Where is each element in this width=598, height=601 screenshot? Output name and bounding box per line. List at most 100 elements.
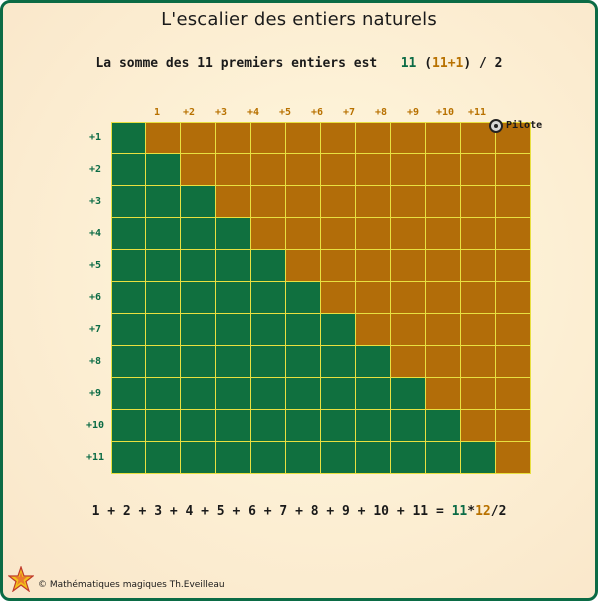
grid-cell — [146, 314, 181, 346]
column-label: +10 — [435, 107, 455, 118]
grid-cell — [111, 410, 146, 442]
formula-times: * — [467, 504, 476, 519]
grid-cell — [496, 282, 531, 314]
grid-cell — [181, 314, 216, 346]
grid-cell — [146, 250, 181, 282]
grid-cell — [181, 122, 216, 154]
grid-cell — [426, 314, 461, 346]
grid-cell — [391, 410, 426, 442]
grid-cell — [251, 218, 286, 250]
grid-cell — [321, 282, 356, 314]
grid-cell — [321, 314, 356, 346]
grid-cell — [461, 378, 496, 410]
grid-cell — [321, 218, 356, 250]
grid-cell — [251, 154, 286, 186]
grid-cell — [251, 410, 286, 442]
grid-cell — [356, 154, 391, 186]
grid-cell — [286, 122, 321, 154]
grid-cell — [286, 282, 321, 314]
grid-cell — [146, 410, 181, 442]
grid-cell — [286, 378, 321, 410]
copyright-text: © Mathématiques magiques Th.Eveilleau — [38, 580, 225, 590]
row-label: +4 — [88, 228, 102, 239]
formula-terms: 1 + 2 + 3 + 4 + 5 + 6 + 7 + 8 + 9 + 10 +… — [91, 504, 444, 519]
grid-cell — [111, 250, 146, 282]
column-label: 1 — [153, 107, 161, 118]
column-label: +3 — [214, 107, 228, 118]
grid-cell — [111, 442, 146, 474]
grid-cell — [461, 186, 496, 218]
grid-cell — [181, 282, 216, 314]
grid-cell — [461, 410, 496, 442]
grid-cell — [391, 218, 426, 250]
grid-cell — [111, 346, 146, 378]
grid-cell — [496, 378, 531, 410]
grid-cell — [111, 378, 146, 410]
sum-statement: La somme des 11 premiers entiers est 11 … — [3, 56, 595, 71]
grid-cell — [251, 282, 286, 314]
grid-cell — [461, 282, 496, 314]
grid-cell — [461, 154, 496, 186]
column-label: +11 — [467, 107, 487, 118]
grid-cell — [286, 314, 321, 346]
grid-cell — [286, 218, 321, 250]
grid-cell — [426, 122, 461, 154]
row-label: +10 — [85, 420, 105, 431]
row-label: +1 — [88, 132, 102, 143]
grid-cell — [321, 442, 356, 474]
grid-cell — [286, 154, 321, 186]
pilote-radio-icon[interactable] — [489, 119, 503, 133]
grid-cell — [391, 122, 426, 154]
grid-cell — [146, 378, 181, 410]
grid-cell — [461, 442, 496, 474]
grid-cell — [181, 378, 216, 410]
grid-cell — [286, 410, 321, 442]
row-label: +5 — [88, 260, 102, 271]
column-label: +4 — [246, 107, 260, 118]
grid-cell — [111, 122, 146, 154]
sum-prefix: La somme des 11 premiers entiers est — [95, 56, 378, 71]
row-label: +7 — [88, 324, 102, 335]
page-title: L'escalier des entiers naturels — [161, 9, 437, 30]
grid-cell — [496, 186, 531, 218]
grid-cell — [356, 282, 391, 314]
grid-cell — [356, 442, 391, 474]
column-label: +8 — [374, 107, 388, 118]
column-label: +6 — [310, 107, 324, 118]
grid-cell — [286, 346, 321, 378]
column-label: +5 — [278, 107, 292, 118]
grid-cell — [496, 410, 531, 442]
grid-cell — [251, 442, 286, 474]
sum-n-plus-one: 11+1 — [432, 56, 464, 71]
grid-cell — [146, 154, 181, 186]
grid-cell — [426, 186, 461, 218]
grid-cell — [146, 218, 181, 250]
grid-cell — [496, 250, 531, 282]
grid-cell — [356, 218, 391, 250]
grid-cell — [251, 186, 286, 218]
grid-cell — [251, 346, 286, 378]
row-label: +2 — [88, 164, 102, 175]
grid-cell — [146, 186, 181, 218]
grid-cell — [111, 154, 146, 186]
grid-cell — [391, 442, 426, 474]
formula-n-plus-one: 12 — [475, 504, 491, 519]
pilote-label[interactable]: Pilote — [506, 120, 543, 131]
grid-cell — [461, 250, 496, 282]
formula-divisor: /2 — [490, 504, 507, 519]
grid-cell — [461, 218, 496, 250]
grid-cell — [426, 250, 461, 282]
grid-cell — [321, 122, 356, 154]
grid-cell — [181, 346, 216, 378]
formula-n: 11 — [451, 504, 468, 519]
grid-cell — [426, 442, 461, 474]
grid-cell — [496, 154, 531, 186]
grid-cell — [461, 314, 496, 346]
column-label: +7 — [342, 107, 356, 118]
grid-cell — [216, 378, 251, 410]
grid-cell — [356, 346, 391, 378]
grid-cell — [391, 282, 426, 314]
grid-cell — [216, 346, 251, 378]
grid-cell — [356, 410, 391, 442]
